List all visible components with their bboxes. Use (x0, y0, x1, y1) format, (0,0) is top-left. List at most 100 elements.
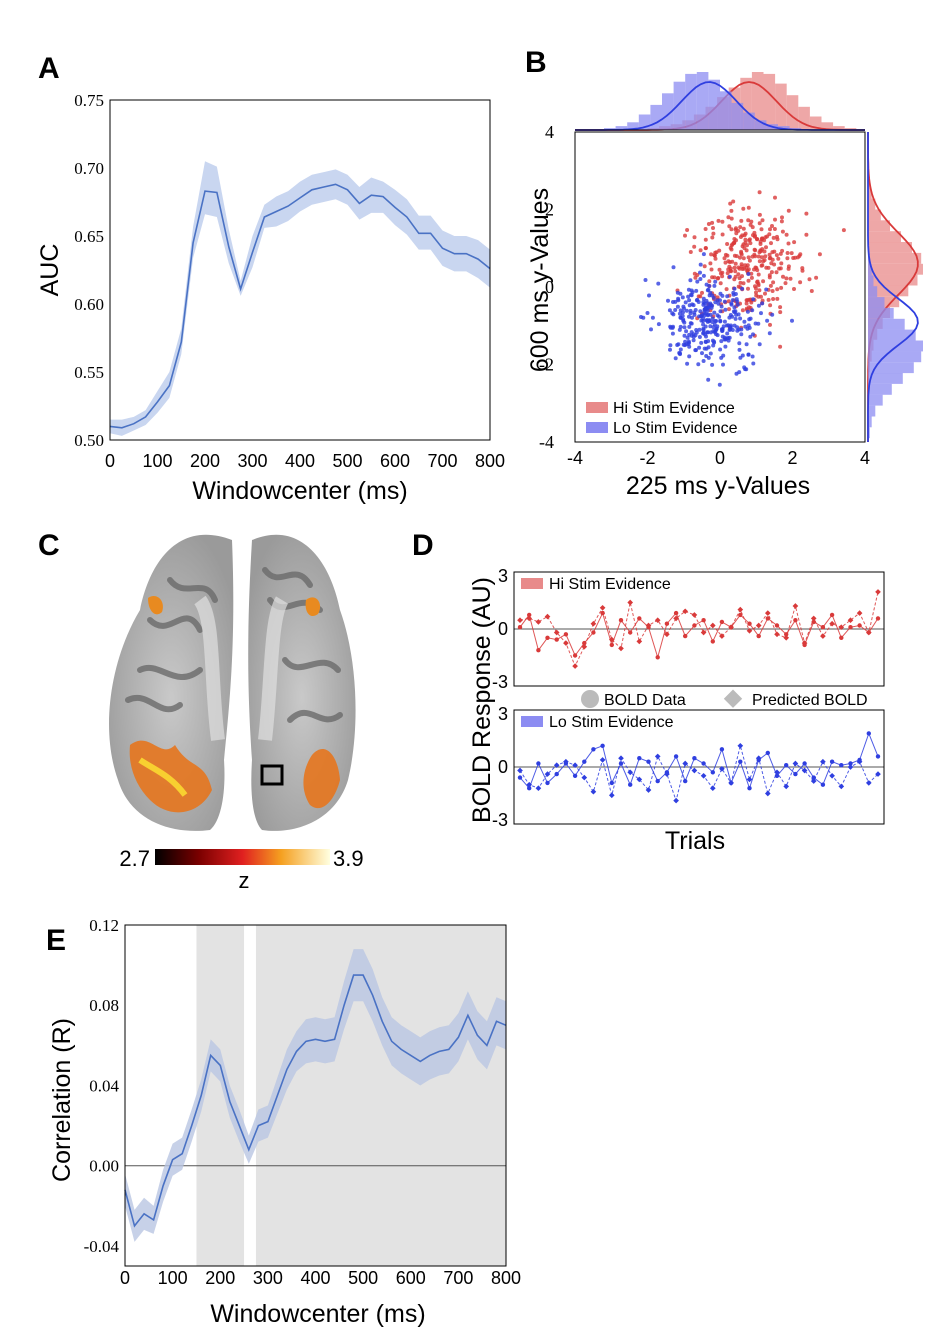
auc-y-tick: 0.60 (74, 295, 104, 314)
hi-x-hist-bar (833, 126, 845, 130)
hi-scatter-point (711, 226, 715, 230)
lo-scatter-point (714, 326, 719, 331)
lo-x-hist-bar (650, 104, 662, 130)
correlation-series-line (124, 974, 507, 1228)
lo-scatter-point (704, 346, 709, 351)
lo-scatter-point (697, 327, 702, 332)
auc-x-tick: 300 (237, 451, 267, 471)
hi-scatter-point (728, 266, 733, 271)
lo-predicted-point (590, 788, 597, 795)
hi-scatter-point (692, 271, 697, 276)
hi-x-hist-bar (763, 73, 776, 130)
bold-x-label: Trials (665, 827, 725, 855)
lo-scatter-point (687, 340, 691, 345)
hi-data-point (664, 621, 670, 626)
lo-scatter-point (706, 305, 711, 310)
lo-predicted-point (563, 758, 569, 765)
hi-data-point (875, 616, 881, 621)
lo-scatter-point (751, 332, 755, 337)
hi-scatter-point (739, 251, 744, 256)
hi-scatter-point (718, 281, 723, 286)
lo-scatter-point (730, 328, 735, 332)
lo-scatter-point (691, 303, 696, 308)
y-marginal-histogram (867, 132, 923, 442)
hi-predicted-point (535, 619, 542, 625)
hi-predicted-point (856, 610, 863, 616)
hi-predicted-point (838, 624, 845, 631)
lo-scatter-point (719, 304, 724, 309)
hi-scatter-point (741, 281, 746, 286)
hi-scatter-point (702, 264, 707, 269)
lo-scatter-point (727, 335, 732, 340)
lo-data-point (618, 761, 624, 766)
hi-scatter-point (763, 254, 768, 259)
hi-data-point (572, 653, 578, 658)
lo-scatter-point (718, 309, 723, 314)
hi-scatter-point (739, 264, 744, 269)
lo-scatter-point (711, 343, 716, 348)
bold-y-tick: 3 (498, 566, 508, 586)
scatter-x-tick: 0 (715, 448, 725, 468)
hi-predicted-point (875, 589, 881, 595)
lo-scatter-point (683, 300, 688, 305)
hi-scatter-point (717, 267, 722, 272)
lo-data-point (848, 761, 853, 766)
lo-data-point (747, 786, 752, 791)
lo-scatter-point (698, 277, 703, 281)
lo-scatter-point (770, 312, 775, 317)
hi-data-point (637, 616, 642, 621)
hi-predicted-point (608, 636, 615, 643)
hi-data-point (811, 619, 816, 625)
lo-x-hist-bar (685, 73, 697, 130)
panel-label-d: D (412, 529, 434, 562)
hi-scatter-point (724, 287, 729, 292)
hi-scatter-point (741, 226, 746, 231)
correlation-x-tick: 400 (300, 1268, 330, 1288)
hi-scatter-point (728, 201, 733, 206)
hi-y-hist-bar (868, 198, 876, 210)
roi-square-marker (260, 764, 284, 786)
hi-predicted-point (636, 638, 643, 645)
legend-swatch-hi (586, 402, 608, 413)
hi-scatter-point (732, 237, 737, 241)
hi-x-hist-bar (751, 72, 764, 130)
lo-scatter-point (735, 302, 740, 307)
lo-scatter-point (760, 301, 765, 306)
hi-predicted-point (728, 624, 734, 631)
lo-scatter-point (736, 312, 741, 317)
hi-scatter-point (779, 261, 784, 266)
hi-scatter-point (741, 256, 746, 261)
hi-scatter-point (738, 235, 743, 239)
hi-scatter-point (728, 246, 733, 250)
lo-scatter-point (697, 345, 702, 350)
lo-scatter-point (698, 270, 702, 275)
lo-x-hist-bar (743, 112, 755, 130)
hi-y-hist-bar (868, 187, 872, 199)
hi-data-point (517, 625, 523, 630)
hi-predicted-point (755, 622, 762, 629)
lo-data-point (600, 743, 605, 748)
hi-scatter-point (763, 291, 767, 296)
panel-label-e: E (46, 924, 66, 957)
hi-predicted-point (618, 645, 624, 652)
hi-scatter-point (756, 283, 761, 288)
lo-scatter-point (698, 309, 703, 314)
marker-label-predicted: Predicted BOLD (752, 692, 868, 709)
medial-surface-right (258, 596, 289, 741)
lo-scatter-point (680, 295, 685, 300)
hi-scatter-point (760, 218, 765, 223)
hi-scatter-point (755, 268, 760, 273)
hi-predicted-line (519, 591, 879, 668)
lo-scatter-point (731, 309, 736, 314)
hi-scatter-point (736, 272, 741, 277)
colorbar-min: 2.7 (119, 846, 150, 871)
hi-data-point (765, 616, 770, 621)
hi-predicted-point (599, 604, 606, 611)
lo-scatter-point (670, 331, 675, 336)
lo-scatter-point (738, 316, 743, 321)
auc-plot (109, 161, 491, 436)
hi-predicted-point (627, 599, 634, 606)
lo-scatter-point (673, 308, 678, 312)
hi-data-point (774, 623, 780, 628)
hi-scatter-point (780, 229, 785, 234)
